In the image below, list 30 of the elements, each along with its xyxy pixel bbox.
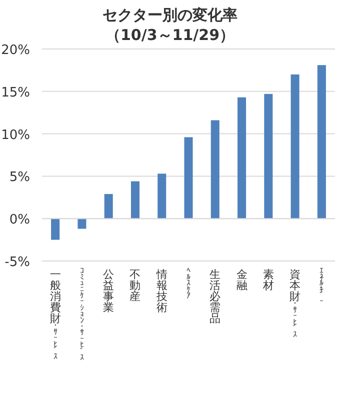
x-tick-label: 金融	[236, 268, 248, 292]
x-tick-label: ｴﾈﾙｷﾞｰ	[320, 266, 324, 306]
x-tick-label: 情報技術	[155, 268, 168, 314]
y-tick-label: -5%	[4, 255, 30, 270]
category-label: 一般消費財･ｻｰﾋﾞｽ	[50, 268, 61, 362]
bar	[158, 174, 166, 219]
x-tick-label: ﾍﾙｽｹｱ	[186, 266, 190, 300]
bar	[238, 97, 246, 219]
chart-title: セクター別の変化率	[102, 6, 238, 24]
x-tick-label: 生活必需品	[210, 268, 221, 325]
bar	[130, 181, 140, 219]
bar	[184, 137, 193, 219]
chart-subtitle: （10/3～11/29）	[105, 26, 235, 44]
category-label: 資本財･ｻｰﾋﾞｽ	[290, 268, 301, 340]
bar	[104, 194, 113, 219]
bar	[210, 120, 220, 219]
bar	[51, 218, 60, 240]
y-tick-label: 20%	[1, 43, 30, 58]
x-tick-label: 公益事業	[103, 268, 114, 314]
y-tick-label: 5%	[9, 170, 30, 186]
y-tick-label: 10%	[1, 128, 30, 143]
category-label: ｺﾐｭﾆｹｰｼｮﾝ･ｻｰﾋﾞｽ	[80, 266, 84, 362]
bar	[264, 94, 273, 219]
y-tick-label: 15%	[1, 85, 30, 100]
bar	[317, 65, 326, 219]
bar	[290, 74, 300, 219]
x-tick-label: 不動産	[130, 268, 141, 303]
x-tick-label: 素材	[262, 268, 274, 292]
bar	[78, 218, 86, 229]
y-tick-label: 0%	[9, 212, 30, 228]
